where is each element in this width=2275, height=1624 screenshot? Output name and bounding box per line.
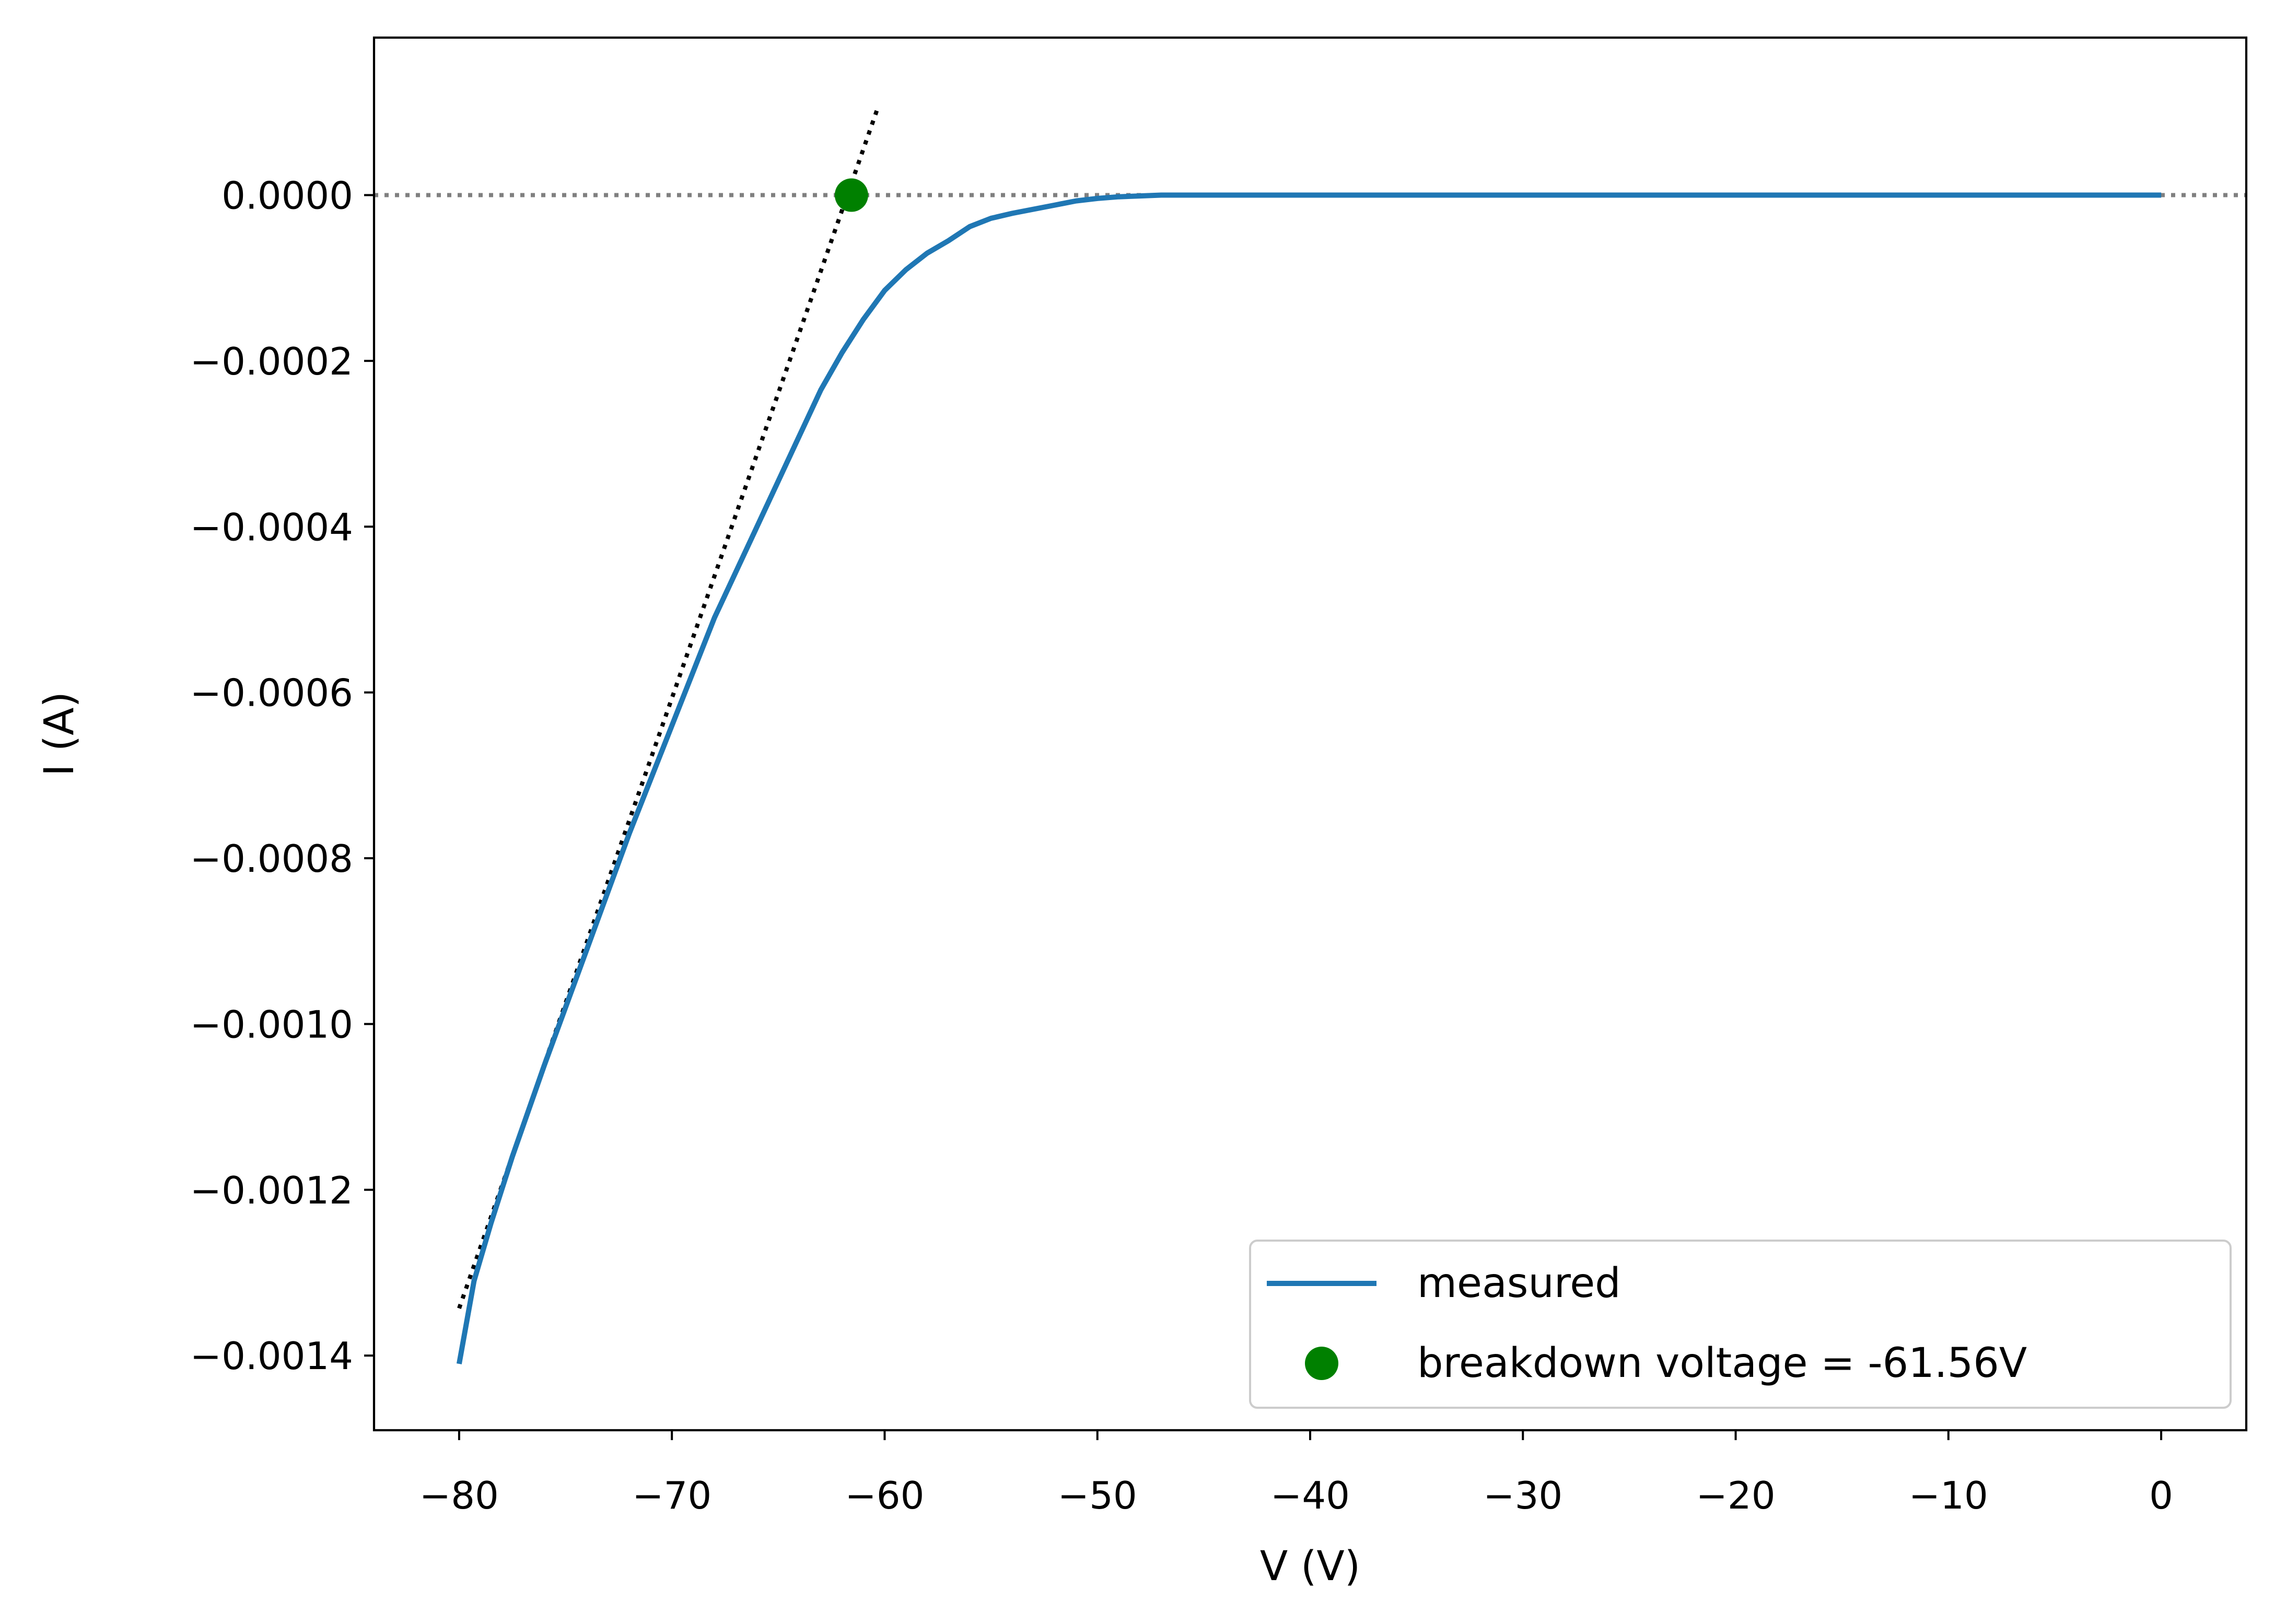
x-tick-label: −80 <box>419 1474 499 1517</box>
y-tick-label: −0.0014 <box>190 1334 353 1378</box>
y-tick-label: −0.0012 <box>190 1169 353 1212</box>
y-tick-label: 0.0000 <box>221 174 353 218</box>
x-tick-label: −10 <box>1909 1474 1988 1517</box>
axes-background <box>374 38 2246 1430</box>
x-tick-label: −60 <box>845 1474 924 1517</box>
data-marks <box>374 106 2246 1364</box>
x-tick-label: −40 <box>1270 1474 1350 1517</box>
y-tick-label: −0.0004 <box>190 505 353 549</box>
legend: measured breakdown voltage = -61.56V <box>1249 1240 2232 1409</box>
plot-area <box>372 36 2248 1432</box>
breakdown-point-marker <box>834 178 868 212</box>
y-tick-label: −0.0010 <box>190 1002 353 1046</box>
x-axis-title: V (V) <box>1260 1543 1360 1590</box>
x-tick-label: 0 <box>2149 1474 2173 1517</box>
y-axis-title: I (A) <box>36 692 83 776</box>
y-tick-label: −0.0006 <box>190 671 353 715</box>
legend-frame <box>1249 1240 2232 1409</box>
legend-label-breakdown-voltage: breakdown voltage = -61.56V <box>1417 1340 2027 1387</box>
x-axis: −80 −70 −60 −50 −40 −30 −20 −10 0 <box>419 1430 2173 1517</box>
x-tick-label: −50 <box>1058 1474 1137 1517</box>
x-tick-label: −20 <box>1696 1474 1776 1517</box>
y-tick-label: −0.0008 <box>190 837 353 881</box>
y-tick-label: −0.0002 <box>190 340 353 383</box>
legend-label-measured: measured <box>1417 1260 1621 1307</box>
y-axis: 0.0000 −0.0002 −0.0004 −0.0006 −0.0008 −0.001… <box>190 174 374 1378</box>
series-line-measured <box>456 192 2162 1364</box>
legend-marker-breakdown-voltage <box>1305 1347 1338 1380</box>
x-tick-label: −70 <box>632 1474 711 1517</box>
x-tick-label: −30 <box>1483 1474 1562 1517</box>
